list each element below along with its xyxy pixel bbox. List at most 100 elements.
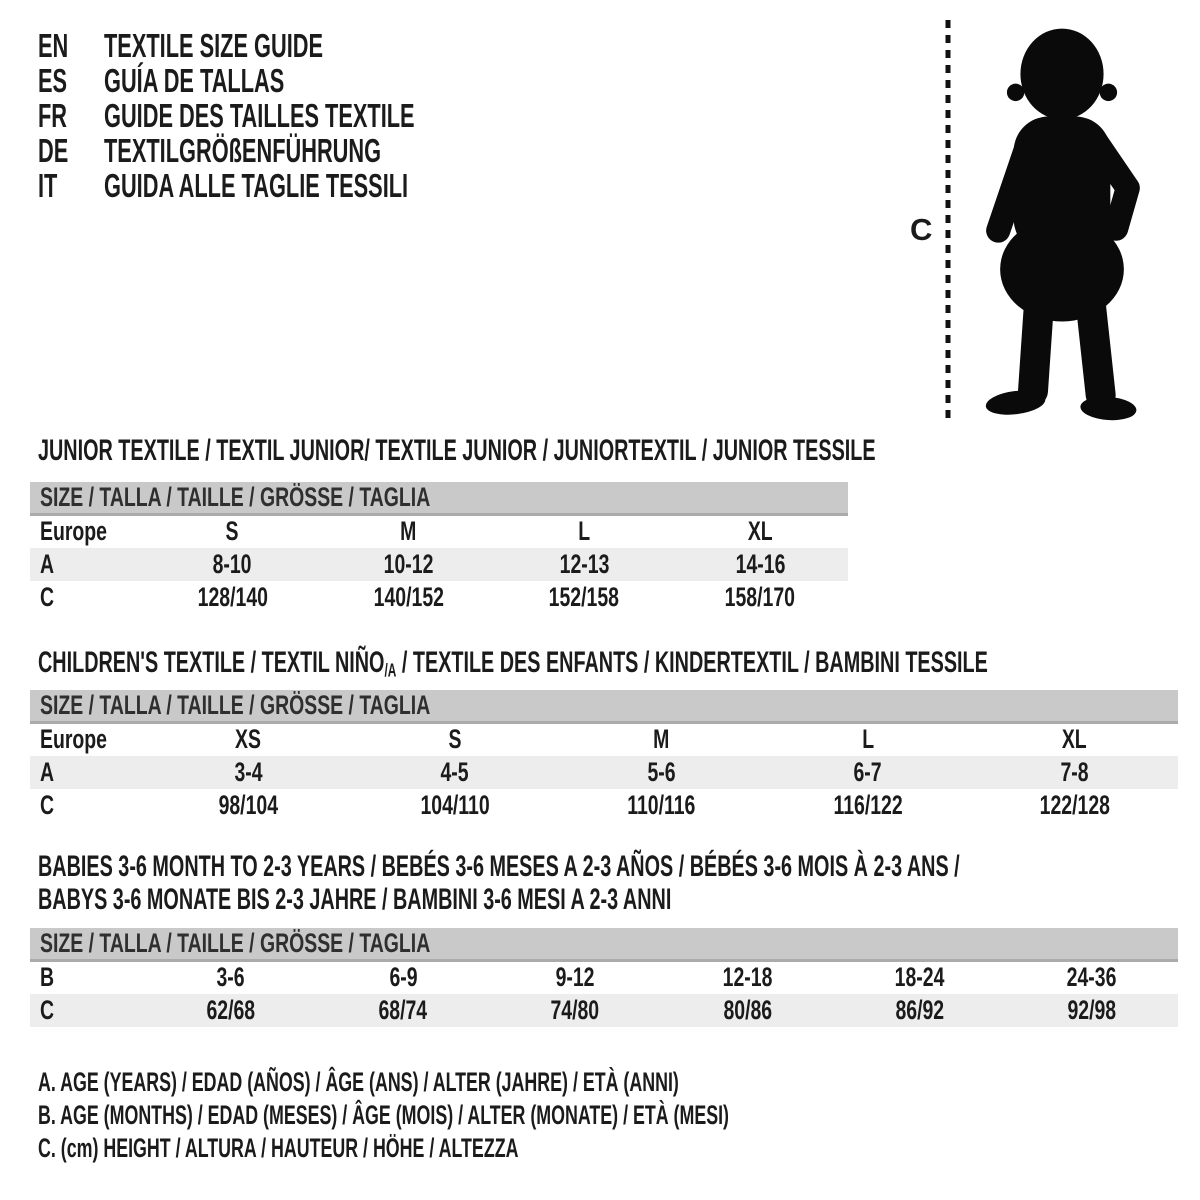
size-cell: XS (235, 724, 262, 755)
language-title-label: GUÍA DE TALLAS (104, 61, 285, 99)
size-cell: 110/116 (627, 789, 696, 820)
size-cell: 122/128 (1039, 789, 1110, 820)
junior-section-heading: JUNIOR TEXTILE / TEXTIL JUNIOR/ TEXTILE … (38, 434, 1200, 467)
language-title: GUIDE DES TAILLES TEXTILE (104, 97, 575, 135)
size-cell: 158/170 (724, 581, 796, 612)
size-cell: 152/158 (549, 581, 620, 612)
size-cell: L (578, 516, 591, 547)
size-cell: S (448, 724, 462, 755)
size-cell: 5-6 (558, 755, 765, 789)
table-row-europe: Europe S M L XL (30, 515, 848, 548)
toddler-silhouette-icon (985, 28, 1140, 421)
language-row-fr: FR GUIDE DES TAILLES TEXTILE (38, 97, 575, 135)
size-cell: XL (1062, 724, 1088, 755)
size-cell: 62/68 (144, 993, 317, 1027)
language-code: IT (38, 167, 104, 205)
size-cell: 128/140 (197, 581, 268, 612)
size-cell: 80/86 (661, 993, 834, 1027)
language-row-it: IT GUIDA ALLE TAGLIE TESSILI (38, 167, 575, 205)
row-label: C (40, 581, 55, 612)
language-code: ES (38, 62, 104, 100)
row-label: B (40, 962, 55, 993)
row-label: A (30, 755, 145, 789)
language-list: EN TEXTILE SIZE GUIDE ES GUÍA DE TALLAS … (38, 27, 575, 205)
language-title-label: TEXTILGRÖßENFÜHRUNG (104, 131, 382, 169)
size-cell: 10-12 (320, 547, 497, 581)
table-row-a: A 3-4 4-5 5-6 6-7 7-8 (30, 755, 1178, 789)
size-cell: 3-4 (144, 755, 352, 789)
language-row-es: ES GUÍA DE TALLAS (38, 62, 575, 100)
junior-size-table: SIZE / TALLA / TAILLE / GRÖSSE / TAGLIA … (30, 482, 848, 614)
size-cell: 18-24 (894, 962, 945, 993)
language-row-en: EN TEXTILE SIZE GUIDE (38, 27, 575, 65)
language-code-label: EN (38, 26, 69, 64)
table-header-row: SIZE / TALLA / TAILLE / GRÖSSE / TAGLIA (30, 482, 848, 516)
language-code-label: ES (38, 61, 68, 99)
language-code: DE (38, 132, 104, 170)
size-cell: 6-7 (764, 755, 972, 789)
size-cell: 24-36 (1066, 962, 1117, 993)
size-header-label: SIZE / TALLA / TAILLE / GRÖSSE / TAGLIA (40, 928, 431, 958)
size-cell: XL (747, 516, 773, 547)
table-row-europe: Europe XS S M L XL (30, 723, 1178, 756)
language-title-label: GUIDA ALLE TAGLIE TESSILI (104, 166, 409, 204)
language-title-label: TEXTILE SIZE GUIDE (104, 26, 324, 64)
language-code: EN (38, 27, 104, 65)
size-cell: 7-8 (971, 755, 1178, 789)
table-row-a: A 8-10 10-12 12-13 14-16 (30, 547, 848, 581)
row-label: A (30, 547, 145, 581)
language-code-label: IT (38, 166, 58, 204)
language-code-label: DE (38, 131, 69, 169)
legend-line-c: C. (cm) HEIGHT / ALTURA / HAUTEUR / HÖHE… (38, 1133, 519, 1163)
language-code: FR (38, 97, 104, 135)
size-header-label: SIZE / TALLA / TAILLE / GRÖSSE / TAGLIA (40, 690, 431, 720)
children-section-heading: CHILDREN'S TEXTILE / TEXTIL NIÑO/A / TEX… (38, 646, 1200, 688)
measure-legend: A. AGE (YEARS) / EDAD (AÑOS) / ÂGE (ANS)… (38, 1066, 1085, 1165)
size-header-bar: SIZE / TALLA / TAILLE / GRÖSSE / TAGLIA (30, 928, 1178, 962)
size-cell: S (225, 516, 239, 547)
language-title: TEXTILGRÖßENFÜHRUNG (104, 132, 524, 170)
language-code-label: FR (38, 96, 68, 134)
language-title: GUIDA ALLE TAGLIE TESSILI (104, 167, 565, 205)
babies-heading-line1: BABIES 3-6 MONTH TO 2-3 YEARS / BEBÉS 3-… (38, 850, 960, 883)
language-title: TEXTILE SIZE GUIDE (104, 27, 436, 65)
table-header-row: SIZE / TALLA / TAILLE / GRÖSSE / TAGLIA (30, 690, 1178, 724)
table-row-c: C 62/68 68/74 74/80 80/86 86/92 92/98 (30, 993, 1178, 1027)
height-measure-label: C (910, 212, 933, 247)
table-row-c: C 98/104 104/110 110/116 116/122 122/128 (30, 789, 1178, 822)
babies-size-table: SIZE / TALLA / TAILLE / GRÖSSE / TAGLIA … (30, 928, 1178, 1027)
language-title-label: GUIDE DES TAILLES TEXTILE (104, 96, 415, 134)
size-cell: 12-13 (496, 547, 673, 581)
junior-heading-text: JUNIOR TEXTILE / TEXTIL JUNIOR/ TEXTILE … (38, 434, 876, 467)
size-cell: 74/80 (489, 993, 662, 1027)
babies-heading-line2: BABYS 3-6 MONATE BIS 2-3 JAHRE / BAMBINI… (38, 883, 672, 916)
size-cell: M (653, 724, 670, 755)
size-cell: 6-9 (389, 962, 418, 993)
size-header-bar: SIZE / TALLA / TAILLE / GRÖSSE / TAGLIA (30, 690, 1178, 724)
table-row-b: B 3-6 6-9 9-12 12-18 18-24 24-36 (30, 961, 1178, 994)
babies-section-heading: BABIES 3-6 MONTH TO 2-3 YEARS / BEBÉS 3-… (38, 850, 1200, 916)
legend-line-b: B. AGE (MONTHS) / EDAD (MESES) / ÂGE (MO… (38, 1100, 729, 1130)
size-cell: 8-10 (144, 547, 321, 581)
row-label: C (40, 789, 55, 820)
row-label: Europe (40, 516, 107, 547)
size-cell: M (400, 516, 417, 547)
size-cell: 68/74 (316, 993, 490, 1027)
size-header-bar: SIZE / TALLA / TAILLE / GRÖSSE / TAGLIA (30, 482, 848, 516)
row-label: Europe (40, 724, 107, 755)
size-cell: 98/104 (218, 789, 278, 820)
row-label: C (30, 993, 145, 1027)
table-row-c: C 128/140 140/152 152/158 158/170 (30, 581, 848, 614)
size-cell: L (862, 724, 874, 755)
size-cell: 104/110 (420, 789, 490, 820)
table-header-row: SIZE / TALLA / TAILLE / GRÖSSE / TAGLIA (30, 928, 1178, 962)
size-cell: 4-5 (351, 755, 559, 789)
size-cell: 3-6 (216, 962, 245, 993)
children-size-table: SIZE / TALLA / TAILLE / GRÖSSE / TAGLIA … (30, 690, 1178, 822)
height-figure: C (908, 14, 1170, 424)
language-title: GUÍA DE TALLAS (104, 62, 377, 100)
size-cell: 92/98 (1005, 993, 1178, 1027)
size-cell: 14-16 (672, 547, 848, 581)
size-cell: 86/92 (833, 993, 1006, 1027)
